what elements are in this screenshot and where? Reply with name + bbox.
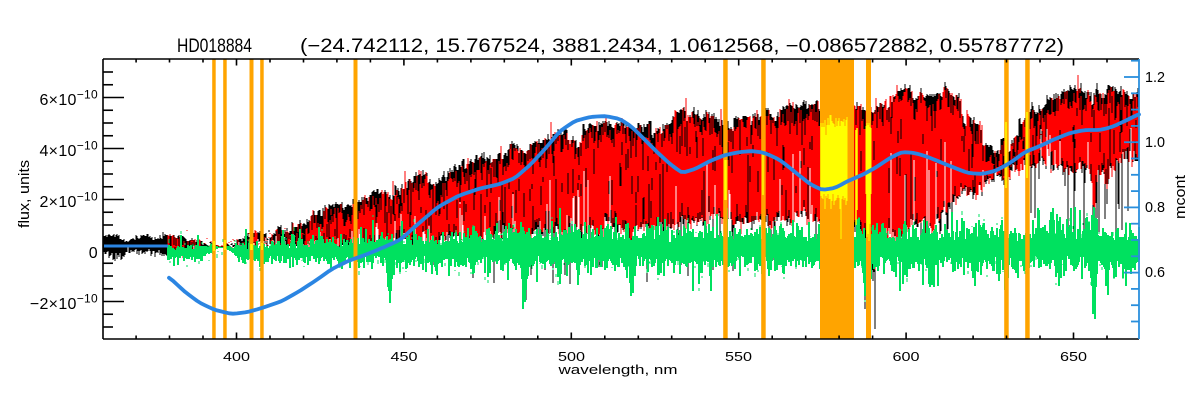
svg-text:−2×10−10: −2×10−10 <box>30 292 98 314</box>
svg-text:1.2: 1.2 <box>1145 69 1165 86</box>
svg-text:mcont: mcont <box>1172 174 1189 219</box>
svg-text:0.6: 0.6 <box>1145 264 1165 281</box>
svg-text:450: 450 <box>391 349 418 364</box>
svg-text:flux, units: flux, units <box>16 160 33 228</box>
svg-text:HD018884: HD018884 <box>177 36 252 57</box>
svg-text:550: 550 <box>725 349 752 364</box>
svg-text:(−24.742112, 15.767524, 3881.2: (−24.742112, 15.767524, 3881.2434, 1.061… <box>300 36 1064 57</box>
svg-text:wavelength, nm: wavelength, nm <box>557 362 677 377</box>
svg-text:400: 400 <box>223 349 250 364</box>
svg-text:650: 650 <box>1060 349 1087 364</box>
svg-text:6×10−10: 6×10−10 <box>39 88 98 110</box>
svg-text:600: 600 <box>893 349 920 364</box>
svg-text:4×10−10: 4×10−10 <box>39 139 98 161</box>
svg-text:1.0: 1.0 <box>1145 134 1165 151</box>
svg-text:0.8: 0.8 <box>1145 199 1165 216</box>
svg-text:0: 0 <box>89 245 98 262</box>
svg-text:2×10−10: 2×10−10 <box>39 190 98 212</box>
svg-text:500: 500 <box>558 349 585 364</box>
